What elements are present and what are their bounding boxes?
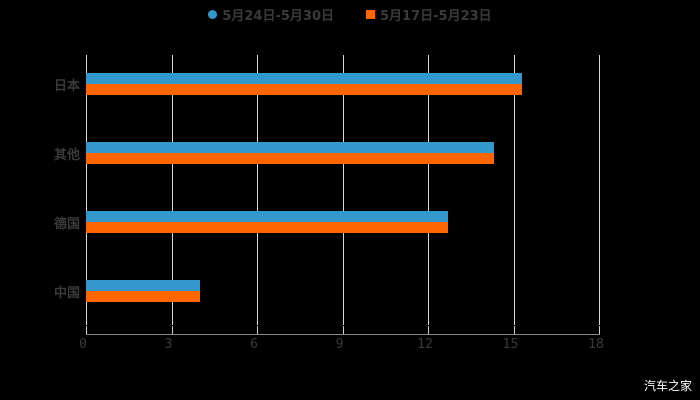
gridline	[513, 55, 515, 325]
category-label: 德国	[53, 217, 80, 232]
x-tick-label: 0	[79, 337, 87, 352]
x-tick-label: 6	[250, 337, 258, 352]
x-tick-label: 12	[417, 337, 433, 352]
bar[interactable]	[86, 84, 523, 95]
bar[interactable]	[86, 291, 200, 302]
legend-label: 5月17日-5月23日	[380, 8, 492, 24]
x-tick-label: 15	[502, 337, 519, 352]
gridline	[428, 55, 429, 325]
x-tick-label: 3	[164, 337, 173, 352]
legend-label: 5月24日-5月30日	[222, 8, 334, 24]
x-axis	[86, 334, 600, 335]
bar[interactable]	[86, 211, 448, 222]
axis-tick	[342, 326, 344, 334]
x-tick-label: 18	[588, 337, 604, 352]
bar[interactable]	[86, 222, 448, 233]
bar[interactable]	[86, 153, 494, 164]
gridline	[86, 55, 87, 325]
x-tick-label: 9	[335, 337, 344, 352]
bar[interactable]	[86, 280, 200, 291]
gridline	[257, 55, 258, 325]
circle-marker-icon	[208, 9, 218, 19]
legend-item-series1[interactable]: 5月17日-5月23日	[366, 4, 492, 24]
square-marker-icon	[366, 9, 375, 19]
axis-tick	[513, 326, 515, 334]
bar[interactable]	[86, 142, 494, 153]
axis-tick	[599, 326, 600, 334]
legend: 5月24日-5月30日 5月17日-5月23日	[0, 4, 700, 24]
watermark: 汽车之家	[643, 379, 692, 393]
bar[interactable]	[86, 73, 523, 84]
category-label: 中国	[53, 286, 80, 301]
axis-tick	[86, 326, 87, 334]
gridline	[599, 55, 600, 325]
category-label: 日本	[53, 79, 80, 94]
category-label: 其他	[53, 148, 80, 163]
gridline	[171, 55, 173, 325]
axis-tick	[257, 326, 258, 334]
axis-tick	[428, 326, 429, 334]
gridline	[342, 55, 344, 325]
axis-tick	[171, 326, 173, 334]
legend-item-series0[interactable]: 5月24日-5月30日	[208, 4, 334, 24]
